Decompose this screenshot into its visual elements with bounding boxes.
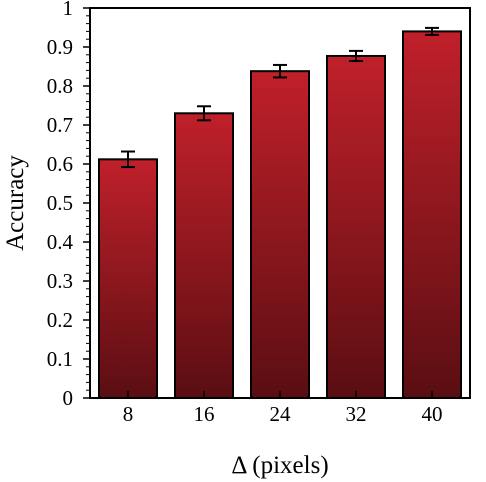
bar-16 [174,112,234,400]
bars-layer [98,30,462,400]
bar-24 [250,70,310,400]
y-tick-label-6: 0.6 [47,152,73,176]
bar-32 [326,54,386,399]
x-tick-label-8: 8 [123,402,134,426]
x-axis-title: Δ (pixels) [231,452,328,479]
y-axis: 0 0.1 0.2 0.3 0.4 0.5 0.6 0.7 0.8 0.9 1 [47,0,90,410]
y-tick-label-7: 0.7 [47,113,73,137]
y-tick-label-0: 0 [63,386,74,410]
y-tick-label-10: 1 [63,0,74,20]
y-tick-label-8: 0.8 [47,74,73,98]
x-tick-label-32: 32 [346,402,367,426]
y-tick-label-5: 0.5 [47,191,73,215]
y-tick-label-4: 0.4 [47,230,74,254]
y-tick-label-3: 0.3 [47,269,73,293]
x-tick-label-16: 16 [194,402,215,426]
y-tick-label-1: 0.1 [47,347,73,371]
x-axis: 8 16 24 32 40 [123,391,443,426]
bar-40 [402,30,462,400]
y-tick-label-9: 0.9 [47,35,73,59]
bar-8 [98,158,158,399]
x-tick-label-40: 40 [422,402,443,426]
y-axis-title: Accuracy [2,155,29,251]
y-tick-label-2: 0.2 [47,308,73,332]
error-bars-layer [121,26,439,169]
x-tick-label-24: 24 [270,402,292,426]
